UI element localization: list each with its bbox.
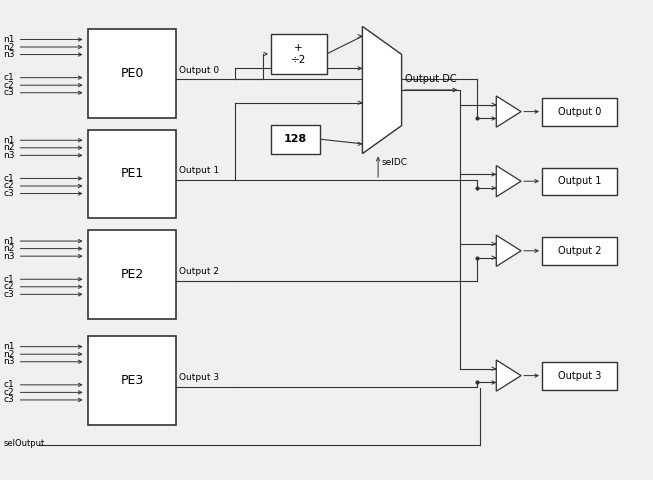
Text: n2: n2	[3, 244, 14, 253]
Text: n3: n3	[3, 151, 15, 160]
Text: Output 1: Output 1	[558, 177, 601, 186]
Text: PE2: PE2	[121, 268, 144, 281]
Text: Output DC: Output DC	[405, 74, 456, 84]
Bar	[542, 237, 617, 265]
Text: n2: n2	[3, 350, 14, 359]
Text: n3: n3	[3, 50, 15, 59]
Text: n2: n2	[3, 43, 14, 51]
Text: +
÷2: + ÷2	[291, 43, 306, 65]
Text: c2: c2	[3, 282, 14, 291]
Text: n1: n1	[3, 237, 15, 246]
Polygon shape	[496, 96, 521, 127]
Polygon shape	[496, 235, 521, 266]
Text: Output 0: Output 0	[558, 107, 601, 117]
Text: c2: c2	[3, 388, 14, 397]
Bar	[271, 125, 320, 154]
Text: c3: c3	[3, 189, 14, 198]
Bar	[542, 362, 617, 390]
Bar	[542, 98, 617, 126]
Text: PE1: PE1	[121, 168, 144, 180]
Bar	[542, 168, 617, 195]
Text: Output 2: Output 2	[558, 246, 601, 256]
Bar	[88, 130, 176, 218]
Text: c2: c2	[3, 81, 14, 90]
Bar	[88, 230, 176, 319]
Text: Output 3: Output 3	[558, 371, 601, 381]
Text: Output 3: Output 3	[179, 373, 219, 382]
Text: n1: n1	[3, 35, 15, 44]
Text: Output 2: Output 2	[179, 267, 219, 276]
Text: c1: c1	[3, 174, 14, 183]
Polygon shape	[496, 166, 521, 197]
Text: c2: c2	[3, 181, 14, 191]
Polygon shape	[362, 26, 402, 154]
Text: PE0: PE0	[121, 67, 144, 80]
Text: c3: c3	[3, 88, 14, 97]
Text: n1: n1	[3, 136, 15, 145]
Bar	[88, 336, 176, 425]
Text: Output 1: Output 1	[179, 167, 219, 175]
Text: selOutput: selOutput	[3, 440, 44, 448]
Text: n3: n3	[3, 357, 15, 366]
Text: c3: c3	[3, 290, 14, 299]
Text: Output 0: Output 0	[179, 66, 219, 74]
Bar	[271, 34, 326, 74]
Text: c1: c1	[3, 73, 14, 82]
Text: selDC: selDC	[381, 158, 407, 168]
Text: n3: n3	[3, 252, 15, 261]
Text: PE3: PE3	[121, 374, 144, 387]
Text: c1: c1	[3, 275, 14, 284]
Polygon shape	[496, 360, 521, 391]
Text: n2: n2	[3, 144, 14, 152]
Text: n1: n1	[3, 342, 15, 351]
Bar	[88, 29, 176, 118]
Text: c3: c3	[3, 396, 14, 405]
Text: 128: 128	[284, 134, 307, 144]
Text: c1: c1	[3, 380, 14, 389]
